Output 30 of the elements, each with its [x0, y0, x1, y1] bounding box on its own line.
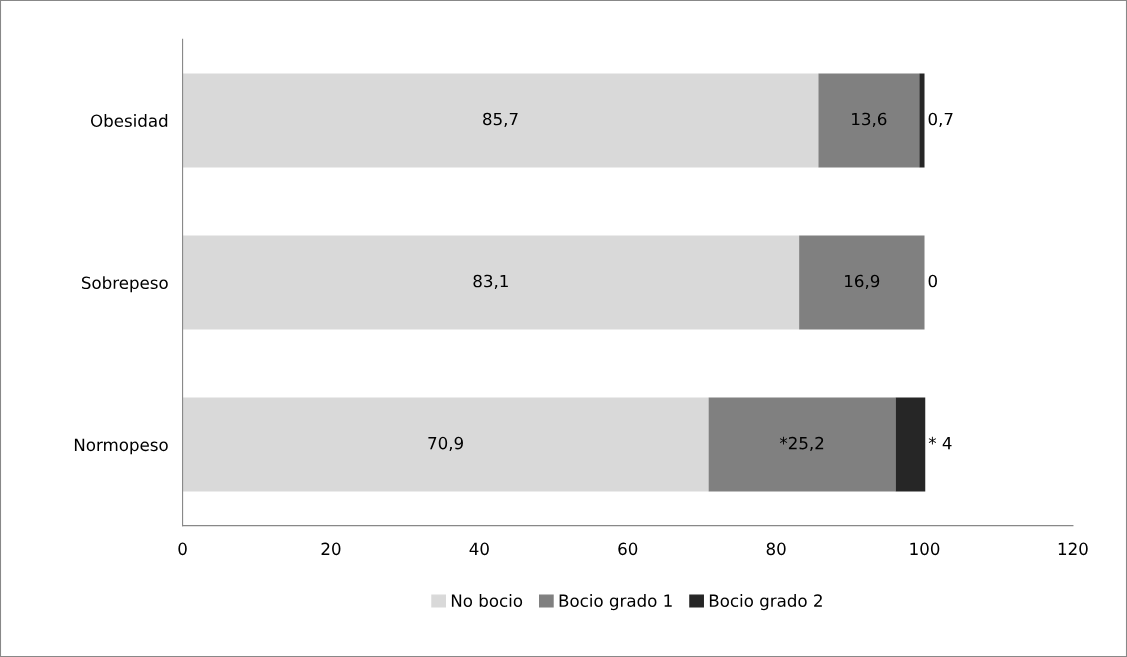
bar [182, 73, 819, 168]
data-label: * 4 [928, 436, 952, 450]
legend-label: Bocio grado 1 [559, 594, 672, 611]
data-label: 0 [928, 274, 937, 288]
bar [708, 397, 896, 492]
data-label: 16,9 [845, 274, 880, 290]
bar [919, 73, 925, 168]
x-tick-label: 100 [910, 542, 940, 556]
legend-label: Bocio grado 2 [709, 594, 822, 611]
y-tick-label: Normopeso [74, 438, 168, 455]
data-label: 13,6 [852, 112, 887, 127]
bar [799, 235, 925, 330]
bar [818, 73, 920, 168]
x-tick-label: 20 [321, 542, 341, 556]
data-label: 0,7 [928, 112, 953, 127]
data-label: 85,7 [483, 112, 518, 127]
x-tick-label: 40 [469, 542, 489, 556]
data-label: *25,2 [779, 436, 824, 452]
data-label: 83,1 [473, 274, 508, 290]
bar [895, 397, 926, 492]
legend-label: No bocio [451, 594, 523, 607]
y-tick-label: Sobrepeso [81, 276, 168, 293]
x-tick-label: 80 [766, 542, 786, 556]
data-label: 70,9 [428, 436, 463, 452]
x-tick-label: 120 [1058, 542, 1088, 556]
y-tick-label: Obesidad [90, 114, 168, 128]
x-tick-label: 60 [618, 542, 638, 556]
bar [182, 235, 800, 330]
bar [182, 397, 709, 492]
x-tick-label: 0 [178, 542, 187, 556]
